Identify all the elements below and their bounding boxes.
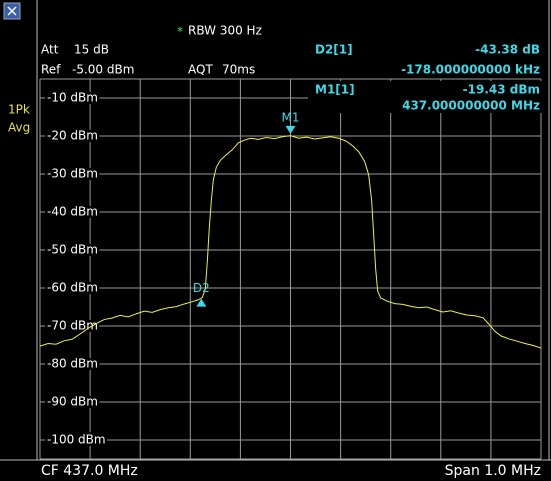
readout-box (308, 81, 548, 113)
trace (39, 135, 542, 349)
y-tick-label: -70 dBm (47, 319, 98, 333)
d2-level: -43.38 dB (475, 43, 540, 57)
ref: -5.00 dBm (72, 63, 134, 77)
m1-level: -19.43 dBm (463, 83, 540, 97)
rbw: RBW 300 Hz (188, 24, 262, 38)
marker-readout: M1[1] -19.43 dBm 437.000000000 MHz (308, 81, 548, 113)
m1-freq: 437.000000000 MHz (402, 99, 540, 113)
logo (3, 2, 21, 20)
center-frequency: CF 437.0 MHz (41, 463, 138, 479)
y-tick-label: -60 dBm (47, 281, 98, 295)
marker (196, 298, 207, 307)
span: Span 1.0 MHz (445, 463, 541, 479)
att: 15 dB (74, 43, 109, 57)
aqt: 70ms (222, 63, 255, 77)
m1-label: M1[1] (315, 83, 355, 97)
y-tick-label: -90 dBm (47, 395, 98, 409)
aqt-label: AQT (188, 63, 213, 77)
trace-mode: Avg (8, 121, 30, 135)
marker (285, 125, 296, 134)
y-tick-label: -50 dBm (47, 243, 98, 257)
rbw-flag: * (177, 25, 183, 39)
y-tick-label: -40 dBm (47, 205, 98, 219)
y-tick-label: -100 dBm (47, 433, 106, 447)
plot: -10 dBm -20 dBm -30 dBm -40 dBm -50 dBm -60 d… (39, 78, 542, 460)
d2-label: D2[1] (315, 43, 353, 57)
y-tick-label: -10 dBm (47, 91, 98, 105)
att-label: Att (41, 43, 59, 57)
y-tick-label: -20 dBm (47, 129, 98, 143)
logo-glyph (7, 6, 17, 16)
ref-label: Ref (41, 63, 61, 77)
trace-mode: 1Pk (8, 103, 30, 117)
d2-freq: -178.000000000 kHz (401, 63, 540, 77)
y-tick-label: -30 dBm (47, 167, 98, 181)
marker-label: D2 (193, 281, 210, 295)
marker-label: M1 (282, 110, 300, 124)
y-tick-label: -80 dBm (47, 357, 98, 371)
